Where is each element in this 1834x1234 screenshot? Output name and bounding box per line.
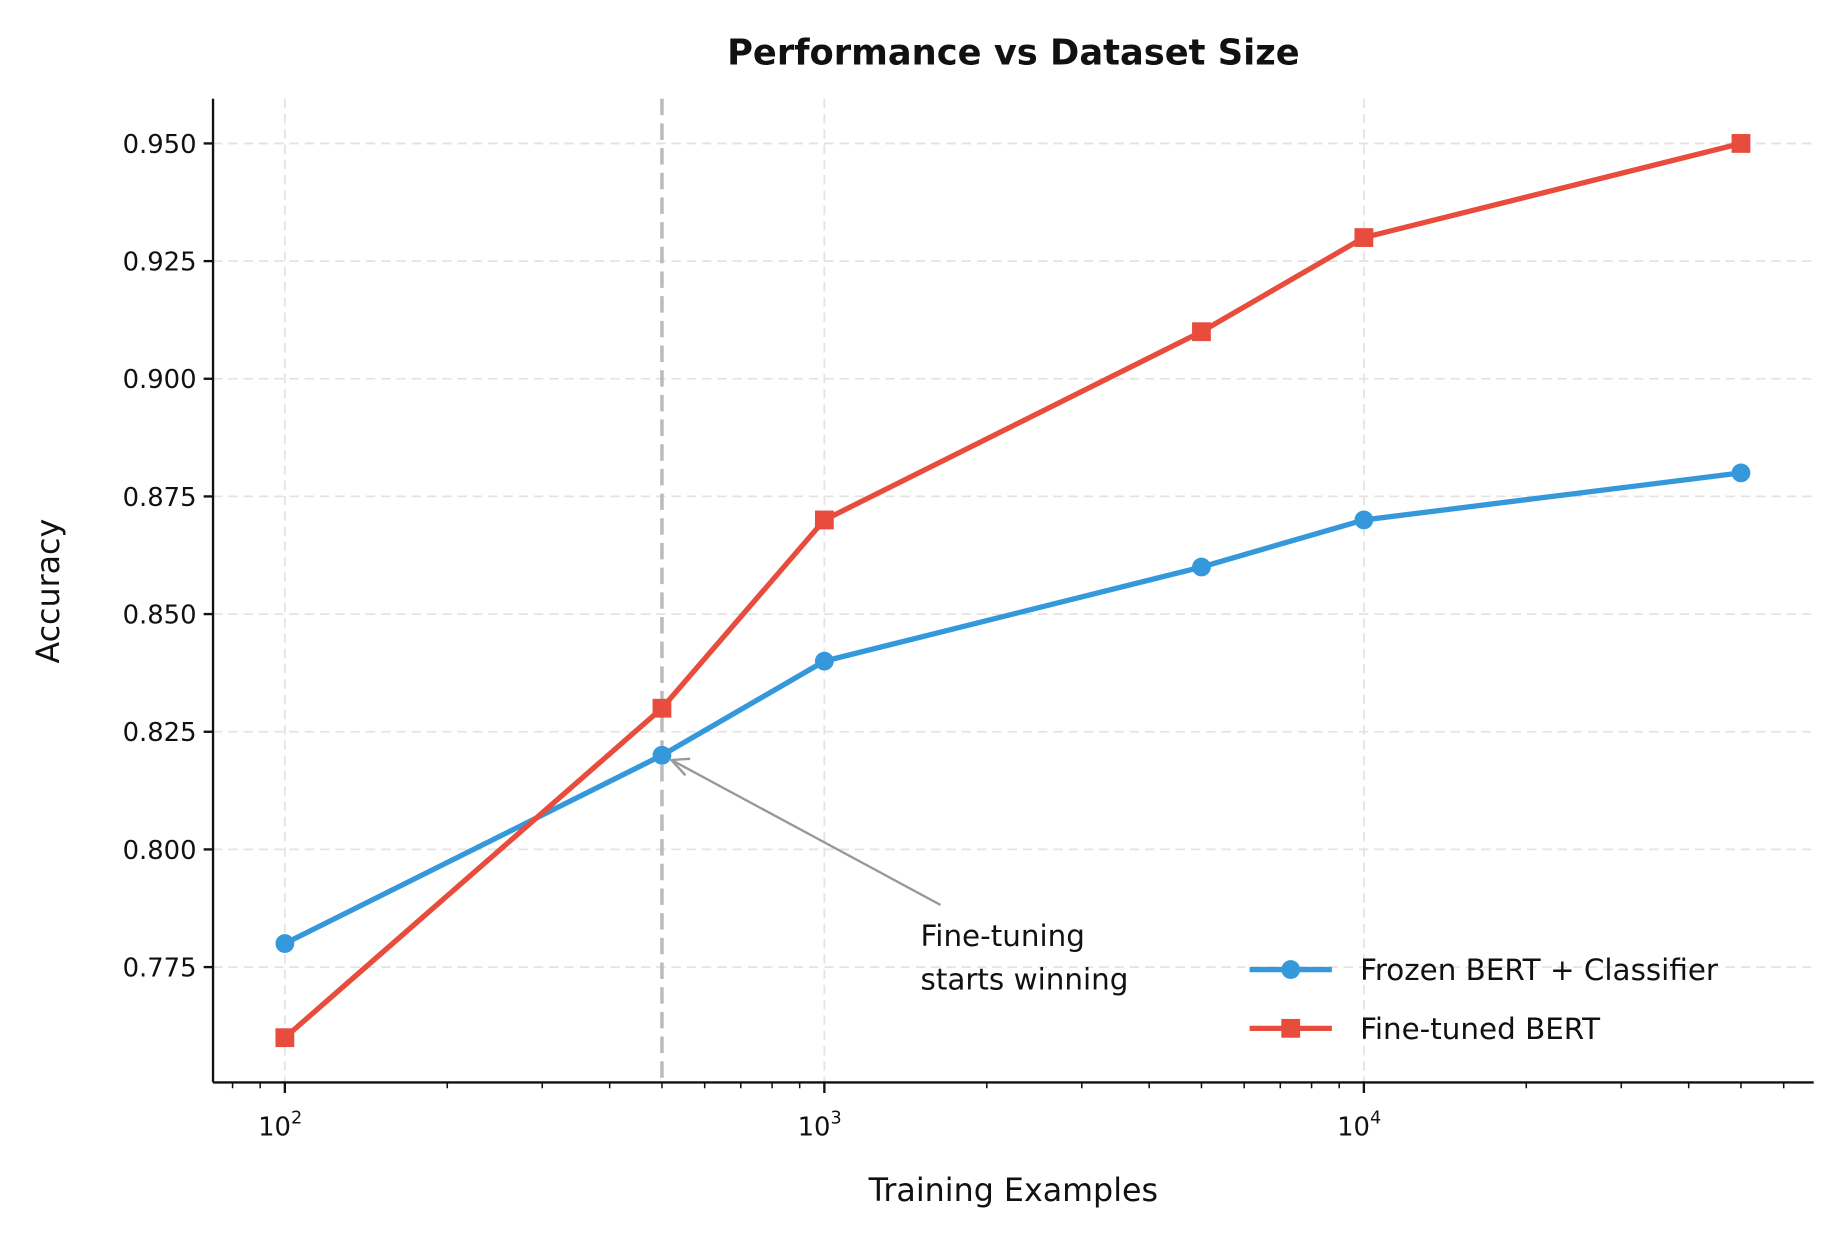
- y-tick-label: 0.925: [123, 247, 197, 277]
- data-point: [275, 1028, 295, 1048]
- x-tick-label: 102: [258, 1109, 302, 1143]
- series-line: [283, 470, 1742, 946]
- data-point: [275, 934, 295, 953]
- data-point: [652, 698, 672, 718]
- x-tick-label: 103: [798, 1109, 842, 1143]
- annotation-arrowhead: [668, 757, 691, 777]
- annotation-text: starts winning: [921, 963, 1129, 997]
- y-tick-label: 0.825: [123, 718, 197, 748]
- legend-marker: [1281, 960, 1301, 979]
- annotation-arrow: [673, 760, 942, 906]
- y-tick-label: 0.775: [123, 953, 197, 983]
- y-axis-label: Accuracy: [31, 519, 67, 664]
- y-tick-label: 0.875: [123, 483, 197, 513]
- data-point: [652, 745, 672, 765]
- chart-title: Performance vs Dataset Size: [727, 33, 1300, 74]
- x-tick-label: 104: [1337, 1109, 1381, 1143]
- series-line: [283, 140, 1742, 1040]
- legend-marker: [1281, 1018, 1301, 1038]
- data-point: [1192, 557, 1211, 577]
- data-point: [1731, 463, 1751, 483]
- data-point: [814, 510, 834, 530]
- y-tick-label: 0.950: [123, 130, 197, 160]
- x-axis-label: Training Examples: [868, 1173, 1158, 1209]
- y-tick-label: 0.900: [123, 365, 197, 395]
- data-point: [814, 651, 834, 671]
- y-tick-label: 0.850: [123, 600, 197, 630]
- annotation-text: Fine-tuning: [921, 919, 1085, 953]
- legend-label: Frozen BERT + Classifier: [1360, 953, 1719, 987]
- data-point: [1354, 510, 1374, 530]
- legend-label: Fine-tuned BERT: [1360, 1012, 1601, 1046]
- y-tick-label: 0.800: [123, 836, 197, 866]
- data-point: [1192, 322, 1211, 342]
- data-point: [1354, 228, 1374, 247]
- data-point: [1731, 134, 1751, 153]
